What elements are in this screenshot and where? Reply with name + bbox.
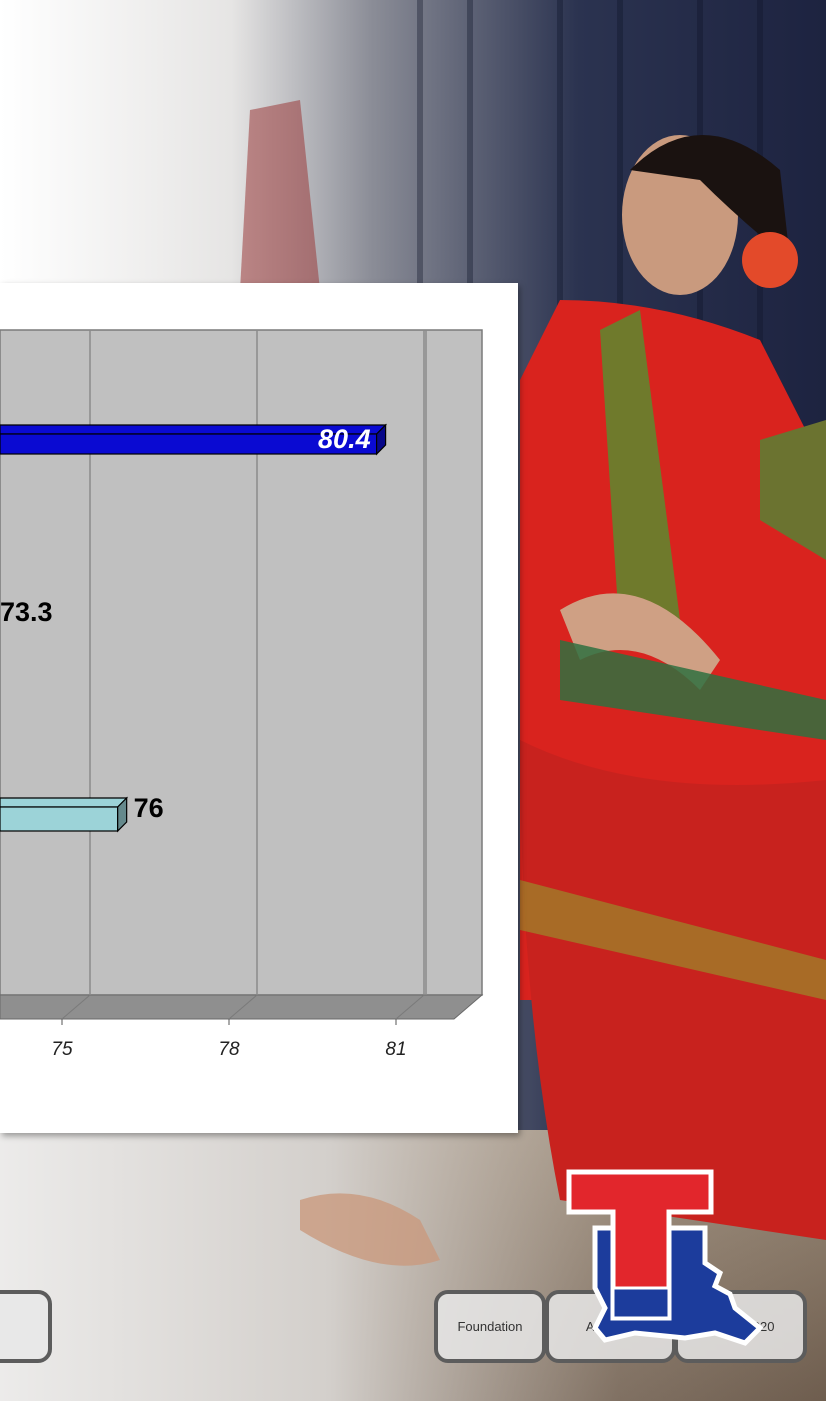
bars [0,423,388,833]
x-tick-label: 81 [385,1039,406,1060]
chart-card: 80.4 73.3 76 75 78 81 [0,283,518,1133]
bar-side [117,796,128,833]
bar-side [376,423,387,456]
x-tick-label: 75 [51,1039,73,1060]
tab-foundation[interactable]: Foundation [434,1290,546,1363]
tab-label: Foundation [457,1319,523,1334]
floor-gridline [228,994,258,1020]
dancer-figure [300,135,826,1266]
floor-gridline [395,994,425,1020]
bar [0,806,119,832]
plot-floor [0,994,484,1020]
bar-chart: 80.4 73.3 76 75 78 81 [0,329,484,1060]
floor-gridline [61,994,91,1020]
louisiana-tech-logo [566,1169,764,1346]
bar-top [0,797,129,808]
x-tick-label: 78 [218,1039,240,1060]
data-label: 73.3 [0,597,53,627]
data-labels: 80.4 73.3 76 [0,424,371,823]
x-axis-ticks: 75 78 81 [51,1019,407,1060]
data-label: 80.4 [318,424,371,454]
data-label: 76 [134,793,164,823]
tab-partial[interactable] [0,1290,52,1363]
